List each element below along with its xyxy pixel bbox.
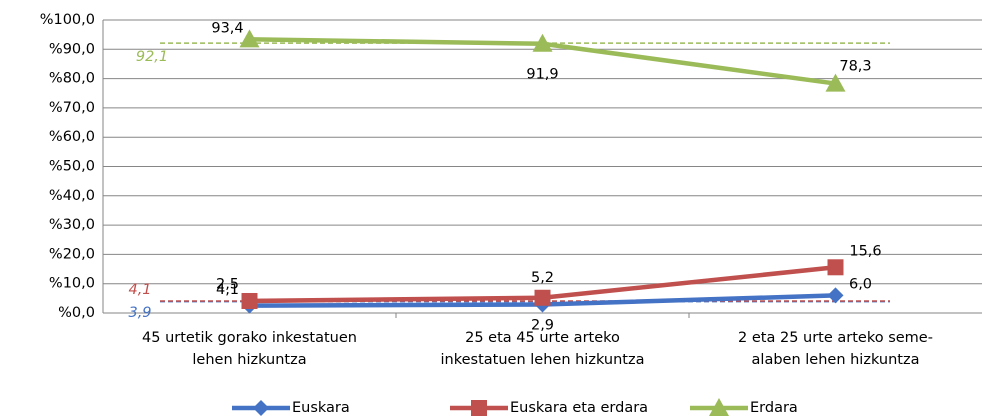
data-label: 2,9 <box>531 318 554 334</box>
y-tick-label: %20,0 <box>49 246 95 262</box>
data-label: 6,0 <box>849 276 872 292</box>
y-tick-label: %90,0 <box>49 41 95 57</box>
point <box>241 292 258 309</box>
y-tick-label: %30,0 <box>49 217 95 233</box>
data-label: 5,2 <box>531 270 554 286</box>
data-label: 2,5 <box>216 277 239 293</box>
point <box>534 289 551 306</box>
y-tick-label: %60,0 <box>49 129 95 145</box>
legend-label: Euskara <box>292 400 350 416</box>
data-label: 4,1 <box>216 282 239 298</box>
average-label: 92,1 <box>136 49 168 65</box>
average-label: 3,9 <box>128 305 151 321</box>
y-tick-label: %50,0 <box>49 159 95 175</box>
point <box>239 29 260 48</box>
y-tick-label: %40,0 <box>49 188 95 204</box>
average-label: 4,1 <box>128 282 151 298</box>
y-tick-label: %100,0 <box>40 12 95 28</box>
point <box>827 287 844 304</box>
x-tick-label: inkestatuen lehen hizkuntza <box>441 352 645 368</box>
y-tick-label: %80,0 <box>49 71 95 87</box>
x-tick-label: 45 urtetik gorako inkestatuen <box>142 330 357 346</box>
point <box>827 259 844 276</box>
x-tick-label: lehen hizkuntza <box>192 352 306 368</box>
x-tick-label: alaben lehen hizkuntza <box>752 352 920 368</box>
y-tick-label: %10,0 <box>49 276 95 292</box>
data-label: 15,6 <box>849 243 881 259</box>
legend-label: Euskara eta erdara <box>510 400 648 416</box>
x-tick-label: 2 eta 25 urte arteko seme- <box>738 330 933 346</box>
data-label: 78,3 <box>839 59 871 75</box>
legend-marker <box>471 400 487 416</box>
x-tick-label: 25 eta 45 urte arteko <box>465 330 620 346</box>
legend-marker <box>253 400 269 416</box>
y-tick-label: %0,0 <box>58 305 95 321</box>
y-tick-label: %70,0 <box>49 100 95 116</box>
legend-label: Erdara <box>750 400 798 416</box>
legend-marker <box>709 398 729 416</box>
data-label: 91,9 <box>526 67 558 83</box>
data-label: 93,4 <box>211 20 243 36</box>
point <box>532 33 553 52</box>
point <box>825 73 846 92</box>
